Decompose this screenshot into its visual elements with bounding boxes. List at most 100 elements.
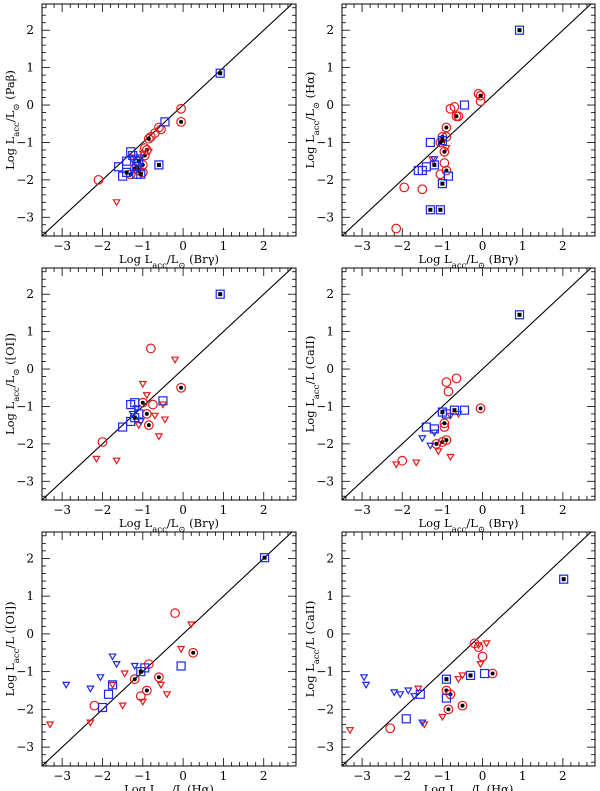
data-point-circle xyxy=(443,386,454,397)
data-point-triangle xyxy=(458,672,467,680)
y-tick-label: 0 xyxy=(326,98,334,112)
data-point-square-dot xyxy=(437,135,447,146)
x-tick-label: −1 xyxy=(134,503,152,517)
y-tick-label: 2 xyxy=(326,551,334,565)
y-axis-label: Log Lacc/L⊙ (Hα) xyxy=(303,72,322,169)
x-axis-label: Log Lacc/L⊙ (Brγ) xyxy=(419,516,519,535)
data-point-triangle xyxy=(430,429,439,437)
y-axis-label: Log Lacc/L⊙ (Paβ) xyxy=(3,70,22,170)
data-point-triangle xyxy=(144,148,154,156)
x-tick-label: 1 xyxy=(220,503,228,517)
x-tick-label: −2 xyxy=(94,503,112,517)
data-point-triangle xyxy=(418,435,427,443)
data-point-circle xyxy=(441,377,452,388)
data-point-triangle xyxy=(134,422,144,430)
data-point-square xyxy=(176,661,186,671)
data-point-triangle xyxy=(176,645,186,654)
data-point-circle-dot xyxy=(441,435,452,446)
data-point-square xyxy=(126,399,136,410)
y-tick-label: −2 xyxy=(16,437,34,451)
y-tick-label: 0 xyxy=(326,627,334,641)
data-point-square-dot xyxy=(435,205,445,215)
data-point-triangle xyxy=(154,433,164,441)
data-point-triangle xyxy=(128,156,137,164)
data-point-triangle xyxy=(430,156,439,164)
data-point-circle-dot xyxy=(487,668,498,679)
data-point-circle-dot xyxy=(176,382,186,393)
data-point-square xyxy=(128,150,138,161)
data-point-square xyxy=(479,668,490,679)
x-tick-label: 2 xyxy=(260,503,268,517)
x-tick-label: −2 xyxy=(393,239,411,253)
x-tick-label: −1 xyxy=(134,239,152,253)
data-point-square xyxy=(417,165,427,176)
data-point-square xyxy=(158,396,168,406)
x-tick-label: 2 xyxy=(559,769,567,783)
data-point-circle xyxy=(154,122,164,133)
data-point-circle xyxy=(473,88,484,99)
y-tick-label: −1 xyxy=(16,665,34,679)
y-tick-label: 0 xyxy=(26,98,34,112)
data-point-triangle xyxy=(86,719,95,727)
data-point-circle-dot xyxy=(141,685,152,696)
data-point-square-dot xyxy=(215,68,225,78)
data-point-circle-dot xyxy=(431,438,442,449)
data-point-square xyxy=(97,702,108,713)
data-point-triangle xyxy=(138,698,148,707)
data-point-triangle xyxy=(345,727,355,735)
data-point-square xyxy=(160,117,170,127)
data-point-triangle xyxy=(136,154,146,162)
data-point-triangle xyxy=(414,685,423,693)
x-tick-label: 1 xyxy=(519,239,527,253)
y-tick-label: −3 xyxy=(16,740,34,754)
data-point-triangle xyxy=(118,702,127,710)
y-axis-label: Log Lacc/L⊙ ([OI]) xyxy=(3,333,22,435)
data-point-square xyxy=(107,680,118,690)
data-point-circle xyxy=(391,223,402,234)
data-point-triangle xyxy=(112,660,121,669)
data-point-square xyxy=(425,137,435,148)
data-point-circle xyxy=(176,103,186,114)
data-point-triangle xyxy=(446,453,455,462)
data-point-square-dot xyxy=(465,670,476,681)
data-point-circle-dot xyxy=(441,165,452,176)
data-point-triangle xyxy=(120,670,129,678)
data-point-triangle xyxy=(482,640,491,648)
x-axis-label: Log Lacc/L (Hα) xyxy=(424,782,514,791)
data-point-circle xyxy=(145,343,156,354)
x-tick-label: 0 xyxy=(179,769,187,783)
data-point-square xyxy=(459,405,470,415)
y-tick-label: −3 xyxy=(316,210,334,224)
x-tick-label: −2 xyxy=(94,769,112,783)
x-tick-label: 1 xyxy=(220,769,228,783)
data-point-circle-dot xyxy=(457,700,468,711)
data-point-circle-dot xyxy=(443,704,454,715)
y-tick-label: −2 xyxy=(316,437,334,451)
x-tick-label: 2 xyxy=(260,769,268,783)
y-tick-label: 1 xyxy=(326,589,334,603)
data-point-square-dot xyxy=(449,405,460,415)
data-point-square-dot xyxy=(136,169,146,179)
x-tick-label: 1 xyxy=(220,239,228,253)
data-point-square xyxy=(118,422,128,432)
data-point-square-dot xyxy=(122,167,132,177)
y-tick-label: −1 xyxy=(316,135,334,149)
data-point-circle xyxy=(439,158,450,168)
data-point-square xyxy=(415,689,425,699)
data-point-triangle xyxy=(410,693,419,701)
data-point-triangle xyxy=(138,150,148,158)
data-point-circle-dot xyxy=(141,409,152,419)
data-point-circle xyxy=(397,455,408,466)
data-point-triangle xyxy=(426,442,435,450)
data-point-triangle xyxy=(130,662,139,671)
data-point-triangle xyxy=(418,719,427,727)
x-tick-label: 2 xyxy=(260,239,268,253)
x-tick-label: −3 xyxy=(353,239,371,253)
y-tick-label: 2 xyxy=(326,287,334,301)
y-tick-label: −2 xyxy=(16,173,34,187)
x-tick-label: 0 xyxy=(179,503,187,517)
x-tick-label: 0 xyxy=(479,769,487,783)
y-tick-label: −1 xyxy=(316,665,334,679)
data-point-square xyxy=(114,162,124,172)
